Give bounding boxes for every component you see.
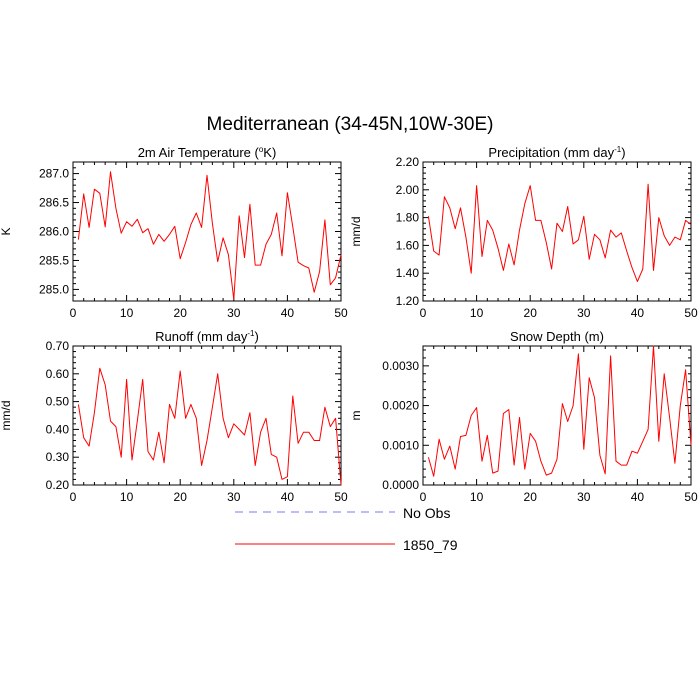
x-tick-label: 30 [577, 306, 591, 320]
panel-title-suffix: K) [263, 145, 276, 160]
x-tick-label: 10 [120, 490, 134, 504]
y-tick-label: 2.00 [396, 183, 420, 197]
series-line-air-temperature [77, 171, 342, 300]
legend-label-1850-79: 1850_79 [403, 537, 458, 553]
y-tick-label: 1.60 [396, 238, 420, 252]
series-line-runoff [77, 367, 342, 486]
y-tick-label: 0.0010 [382, 438, 419, 452]
legend: No Obs 1850_79 [235, 505, 458, 553]
panel-air-temperature: 2m Air Temperature (oK) K 0 10 20 30 40 50 285.0… [0, 145, 348, 320]
x-tick-label: 0 [420, 490, 427, 504]
series-line-snow-depth [427, 345, 692, 477]
plot-frame [422, 345, 692, 486]
series-line-precipitation [427, 183, 692, 282]
x-tick-label: 20 [524, 306, 538, 320]
panel-title-snow-depth: Snow Depth (m) [510, 329, 604, 344]
panel-title-runoff: Runoff (mm day-1) [155, 329, 259, 344]
plot-frame [72, 161, 342, 302]
legend-label-no-obs: No Obs [403, 505, 450, 521]
y-tick-label: 1.80 [396, 211, 420, 225]
main-title: Mediterranean (34-45N,10W-30E) [207, 114, 494, 135]
y-tick-label: 2.20 [396, 155, 420, 169]
y-tick-label: 286.5 [39, 196, 69, 210]
x-tick-label: 30 [227, 306, 241, 320]
x-tick-label: 0 [70, 306, 77, 320]
y-tick-label: 285.5 [39, 253, 69, 267]
y-tick-label: 0.30 [46, 450, 70, 464]
y-axis-label: m [349, 411, 363, 421]
x-tick-label: 10 [470, 306, 484, 320]
panel-title-precipitation: Precipitation (mm day-1) [488, 145, 625, 160]
x-tick-label: 30 [227, 490, 241, 504]
x-tick-label: 50 [684, 490, 698, 504]
x-tick-label: 40 [631, 306, 645, 320]
y-tick-label: 1.40 [396, 266, 420, 280]
x-tick-label: 10 [120, 306, 134, 320]
x-tick-label: 20 [174, 490, 188, 504]
y-tick-label: 0.20 [46, 478, 70, 492]
panels: 2m Air Temperature (oK) K 0 10 20 30 40 50 285.0… [0, 145, 698, 504]
panel-title-suffix: ) [255, 329, 259, 344]
plot-frame [72, 345, 342, 486]
x-tick-label: 50 [684, 306, 698, 320]
y-tick-label: 285.0 [39, 282, 69, 296]
y-tick-label: 0.0030 [382, 359, 419, 373]
y-tick-label: 0.0000 [382, 478, 419, 492]
y-tick-label: 0.0020 [382, 399, 419, 413]
panel-title-superscript: -1 [614, 145, 622, 154]
y-tick-label: 0.70 [46, 339, 70, 353]
y-axis-label: mm/d [0, 401, 13, 431]
x-tick-label: 30 [577, 490, 591, 504]
panel-snow-depth: Snow Depth (m) m 0 10 20 30 40 50 0.0000 0.0010 0.… [349, 329, 698, 504]
x-tick-label: 40 [281, 490, 295, 504]
plot-frame [422, 161, 692, 302]
y-tick-label: 1.20 [396, 294, 420, 308]
x-tick-label: 10 [470, 490, 484, 504]
y-axis-label: mm/d [349, 217, 363, 247]
x-tick-label: 40 [281, 306, 295, 320]
y-tick-label: 286.0 [39, 225, 69, 239]
panel-precipitation: Precipitation (mm day-1) mm/d 0 10 20 30 40 50 1… [349, 145, 698, 320]
panel-title-superscript: o [259, 145, 264, 154]
y-tick-label: 0.60 [46, 367, 70, 381]
y-tick-label: 287.0 [39, 167, 69, 181]
y-tick-label: 0.40 [46, 422, 70, 436]
panel-title-suffix: ) [621, 145, 625, 160]
y-axis-label: K [0, 227, 13, 235]
x-tick-label: 20 [524, 490, 538, 504]
x-tick-label: 0 [70, 490, 77, 504]
x-tick-label: 50 [334, 306, 348, 320]
x-tick-label: 20 [174, 306, 188, 320]
x-tick-label: 0 [420, 306, 427, 320]
y-tick-label: 0.50 [46, 395, 70, 409]
panel-title-superscript: -1 [247, 329, 255, 338]
panel-title-air-temperature: 2m Air Temperature (oK) [138, 145, 277, 160]
x-tick-label: 40 [631, 490, 645, 504]
panel-runoff: Runoff (mm day-1) mm/d 0 10 20 30 40 50 0.20 0.30… [0, 329, 348, 504]
x-tick-label: 50 [334, 490, 348, 504]
